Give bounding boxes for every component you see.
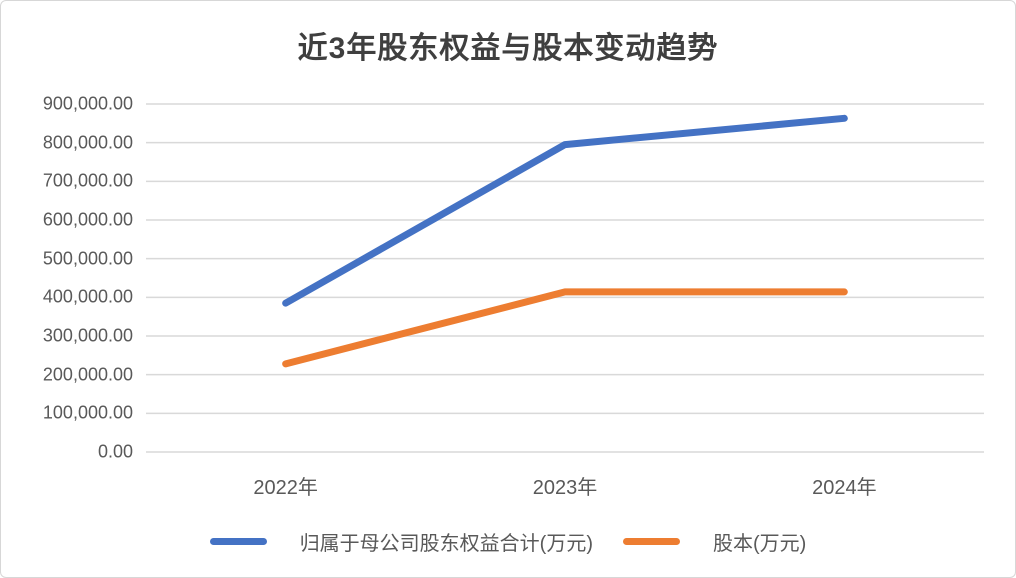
y-axis-tick-label: 100,000.00: [42, 402, 133, 423]
legend: 归属于母公司股东权益合计(万元) 股本(万元): [1, 527, 1015, 556]
series-line-equity-total: [282, 114, 848, 307]
y-axis-tick-label: 900,000.00: [42, 93, 133, 114]
legend-item-share-capital: 股本(万元): [623, 527, 806, 556]
legend-label: 股本(万元): [713, 533, 807, 555]
chart-title: 近3年股东权益与股本变动趋势: [297, 32, 719, 65]
y-axis-tick-label: 800,000.00: [42, 132, 133, 153]
legend-item-equity-total: 归属于母公司股东权益合计(万元): [209, 527, 593, 556]
y-axis-tick-label: 500,000.00: [42, 248, 133, 269]
y-axis-tick-label: 300,000.00: [42, 325, 133, 346]
y-axis-tick-label: 200,000.00: [42, 364, 133, 385]
y-axis-tick-label: 600,000.00: [42, 209, 133, 230]
series-line-share-capital: [282, 288, 848, 368]
legend-line-swatch-icon: [209, 538, 267, 545]
y-axis-tick-label: 0.00: [97, 441, 133, 462]
x-axis-label: 2022年: [253, 477, 318, 499]
y-axis-tick-label: 400,000.00: [42, 286, 133, 307]
legend-line-swatch-icon: [623, 538, 680, 545]
legend-label: 归属于母公司股东权益合计(万元): [299, 533, 593, 555]
x-axis-label: 2023年: [532, 477, 598, 499]
x-axis-label: 2024年: [812, 477, 877, 499]
y-axis-tick-label: 700,000.00: [42, 170, 133, 191]
